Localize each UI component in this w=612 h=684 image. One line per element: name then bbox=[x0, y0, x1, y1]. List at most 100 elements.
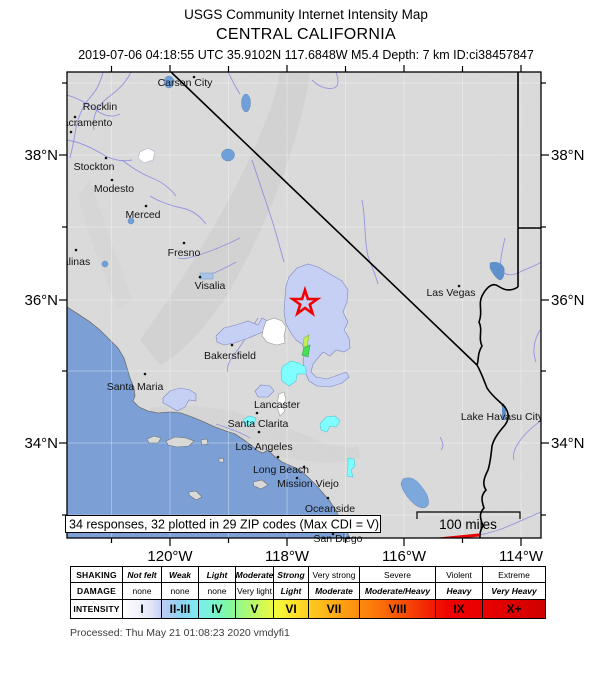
city-label-sacramento: Sacramento bbox=[56, 117, 113, 129]
zip-polygon-iv bbox=[280, 360, 307, 387]
legend-intensity-cell: II-III bbox=[162, 600, 199, 618]
lake-havasu bbox=[502, 406, 506, 420]
zip-polygon-ii-iii-santa-barbara bbox=[162, 387, 197, 412]
mono-lake bbox=[221, 148, 235, 162]
city-dots bbox=[69, 75, 505, 536]
zip-polygon-ii-iii-epicenter bbox=[283, 263, 351, 388]
reservoir bbox=[127, 217, 135, 225]
legend-damage-cell: none bbox=[199, 583, 236, 599]
reservoir bbox=[101, 260, 109, 268]
city-label-long-beach: Long Beach bbox=[253, 464, 309, 476]
event-summary: 2019-07-06 04:18:55 UTC 35.9102N 117.684… bbox=[78, 47, 534, 62]
lake-tahoe bbox=[163, 75, 175, 89]
legend-row-intensity: INTENSITY I II-III IV V VI VII VIII IX X… bbox=[71, 600, 545, 618]
zip-polygon-iv-big-bear bbox=[319, 415, 341, 433]
lake-mead bbox=[489, 261, 505, 281]
lat-label-36n-left: 36°N bbox=[24, 292, 58, 309]
scale-bar: 100 miles bbox=[416, 511, 521, 532]
lat-label-36n-right: 36°N bbox=[551, 292, 585, 309]
legend-intensity-cell: X+ bbox=[506, 602, 522, 616]
legend-shaking-cell: Weak bbox=[162, 567, 199, 582]
axis-ticks bbox=[59, 65, 549, 546]
legend-intensity-cell: VI bbox=[274, 600, 309, 618]
lat-label-34n-right: 34°N bbox=[551, 435, 585, 452]
lake-kaweah bbox=[199, 272, 214, 280]
ca-nv-border bbox=[170, 72, 478, 366]
salton-sea bbox=[400, 477, 429, 509]
legend-damage-cell: Heavy bbox=[436, 583, 483, 599]
legend-shaking-cell: Light bbox=[199, 567, 236, 582]
legend-header-shaking: SHAKING bbox=[71, 567, 123, 582]
colorado-river-border bbox=[476, 283, 519, 538]
lat-label-38n-left: 38°N bbox=[24, 147, 58, 164]
legend-shaking-cell: Very strong bbox=[309, 567, 360, 582]
zip-polygon-iv-santa-clarita bbox=[242, 415, 257, 427]
lat-label-38n-right: 38°N bbox=[551, 147, 585, 164]
city-label-stockton: Stockton bbox=[74, 161, 115, 173]
scale-bar-label: 100 miles bbox=[439, 517, 497, 532]
intensity-legend-table: SHAKING Not felt Weak Light Moderate Str… bbox=[70, 566, 546, 619]
legend-shaking-cell: Extreme bbox=[498, 569, 530, 580]
walker-lake bbox=[241, 93, 251, 113]
legend-damage-cell: Light bbox=[274, 583, 309, 599]
map-body: Carson City Rocklin Sacramento Stockton … bbox=[56, 72, 544, 538]
legend-shaking-cell: Not felt bbox=[123, 567, 162, 582]
city-label-fresno: Fresno bbox=[168, 247, 201, 259]
lakes bbox=[101, 75, 506, 509]
city-label-carson-city: Carson City bbox=[158, 77, 214, 89]
legend-intensity-cell: VII bbox=[309, 600, 360, 618]
zip-polygon-i-lancaster bbox=[276, 391, 287, 417]
legend-damage-cell: Very Heavy bbox=[491, 586, 537, 596]
legend-shaking-cell: Moderate bbox=[236, 567, 274, 582]
state-borders bbox=[170, 72, 541, 538]
city-label-san-diego: San Diego bbox=[313, 533, 362, 545]
legend-shaking-cell: Severe bbox=[360, 567, 436, 582]
city-label-modesto: Modesto bbox=[94, 183, 134, 195]
axis-labels: 38°N 36°N 34°N 38°N 36°N 34°N 120°W 118°… bbox=[24, 147, 584, 565]
legend-header-intensity: INTENSITY bbox=[71, 600, 123, 618]
legend-damage-cell: Very light bbox=[236, 583, 274, 599]
channel-islands bbox=[146, 435, 269, 501]
city-label-mission-viejo: Mission Viejo bbox=[277, 478, 339, 490]
legend-row-shaking: SHAKING Not felt Weak Light Moderate Str… bbox=[71, 567, 545, 583]
catalina-island bbox=[252, 479, 269, 490]
legend-damage-cell: none bbox=[162, 583, 199, 599]
page-title: USGS Community Internet Intensity Map bbox=[184, 7, 428, 22]
city-label-los-angeles: Los Angeles bbox=[235, 441, 292, 453]
map-frame bbox=[66, 71, 542, 539]
city-label-lancaster: Lancaster bbox=[254, 399, 301, 411]
city-label-merced: Merced bbox=[125, 209, 160, 221]
legend-intensity-cell: IX bbox=[436, 600, 483, 618]
dry-lake bbox=[137, 147, 156, 164]
city-label-bakersfield: Bakersfield bbox=[204, 350, 256, 362]
legend-header-damage: DAMAGE bbox=[71, 583, 123, 599]
legend-intensity-cell: IV bbox=[199, 600, 236, 618]
city-label-las-vegas: Las Vegas bbox=[426, 287, 475, 299]
zip-polygon-i bbox=[261, 317, 287, 346]
zip-polygon-iv-palm bbox=[346, 457, 356, 478]
city-labels: Carson City Rocklin Sacramento Stockton … bbox=[56, 77, 544, 515]
city-label-lake-havasu-city: Lake Havasu City bbox=[461, 411, 544, 423]
zip-polygon-v-lower bbox=[301, 344, 311, 358]
legend-intensity-cell: V bbox=[236, 600, 274, 618]
legend-intensity-cell: I bbox=[123, 600, 162, 618]
city-label-salinas: Salinas bbox=[56, 256, 90, 268]
epicenter-star-icon bbox=[288, 285, 322, 317]
coastline bbox=[67, 306, 351, 538]
legend-damage-cell: none bbox=[123, 583, 162, 599]
lon-label-114w: 114°W bbox=[499, 548, 544, 565]
title-block: USGS Community Internet Intensity Map CE… bbox=[0, 6, 612, 64]
zip-intensity-polygons bbox=[162, 263, 356, 478]
city-label-santa-clarita: Santa Clarita bbox=[228, 418, 289, 430]
legend-intensity-cell: VIII bbox=[360, 600, 436, 618]
mountain-shading bbox=[78, 72, 360, 462]
legend-damage-cell: Moderate bbox=[309, 583, 360, 599]
city-label-santa-maria: Santa Maria bbox=[107, 381, 164, 393]
processed-timestamp: Processed: Thu May 21 01:08:23 2020 vmdy… bbox=[70, 627, 290, 639]
response-status-text: 34 responses, 32 plotted in 29 ZIP codes… bbox=[69, 518, 379, 532]
zip-polygon-ii-iii-lancaster bbox=[254, 384, 275, 398]
lon-label-120w: 120°W bbox=[147, 548, 193, 565]
legend-row-damage: DAMAGE none none none Very light Light M… bbox=[71, 583, 545, 600]
city-label-visalia: Visalia bbox=[195, 280, 226, 292]
